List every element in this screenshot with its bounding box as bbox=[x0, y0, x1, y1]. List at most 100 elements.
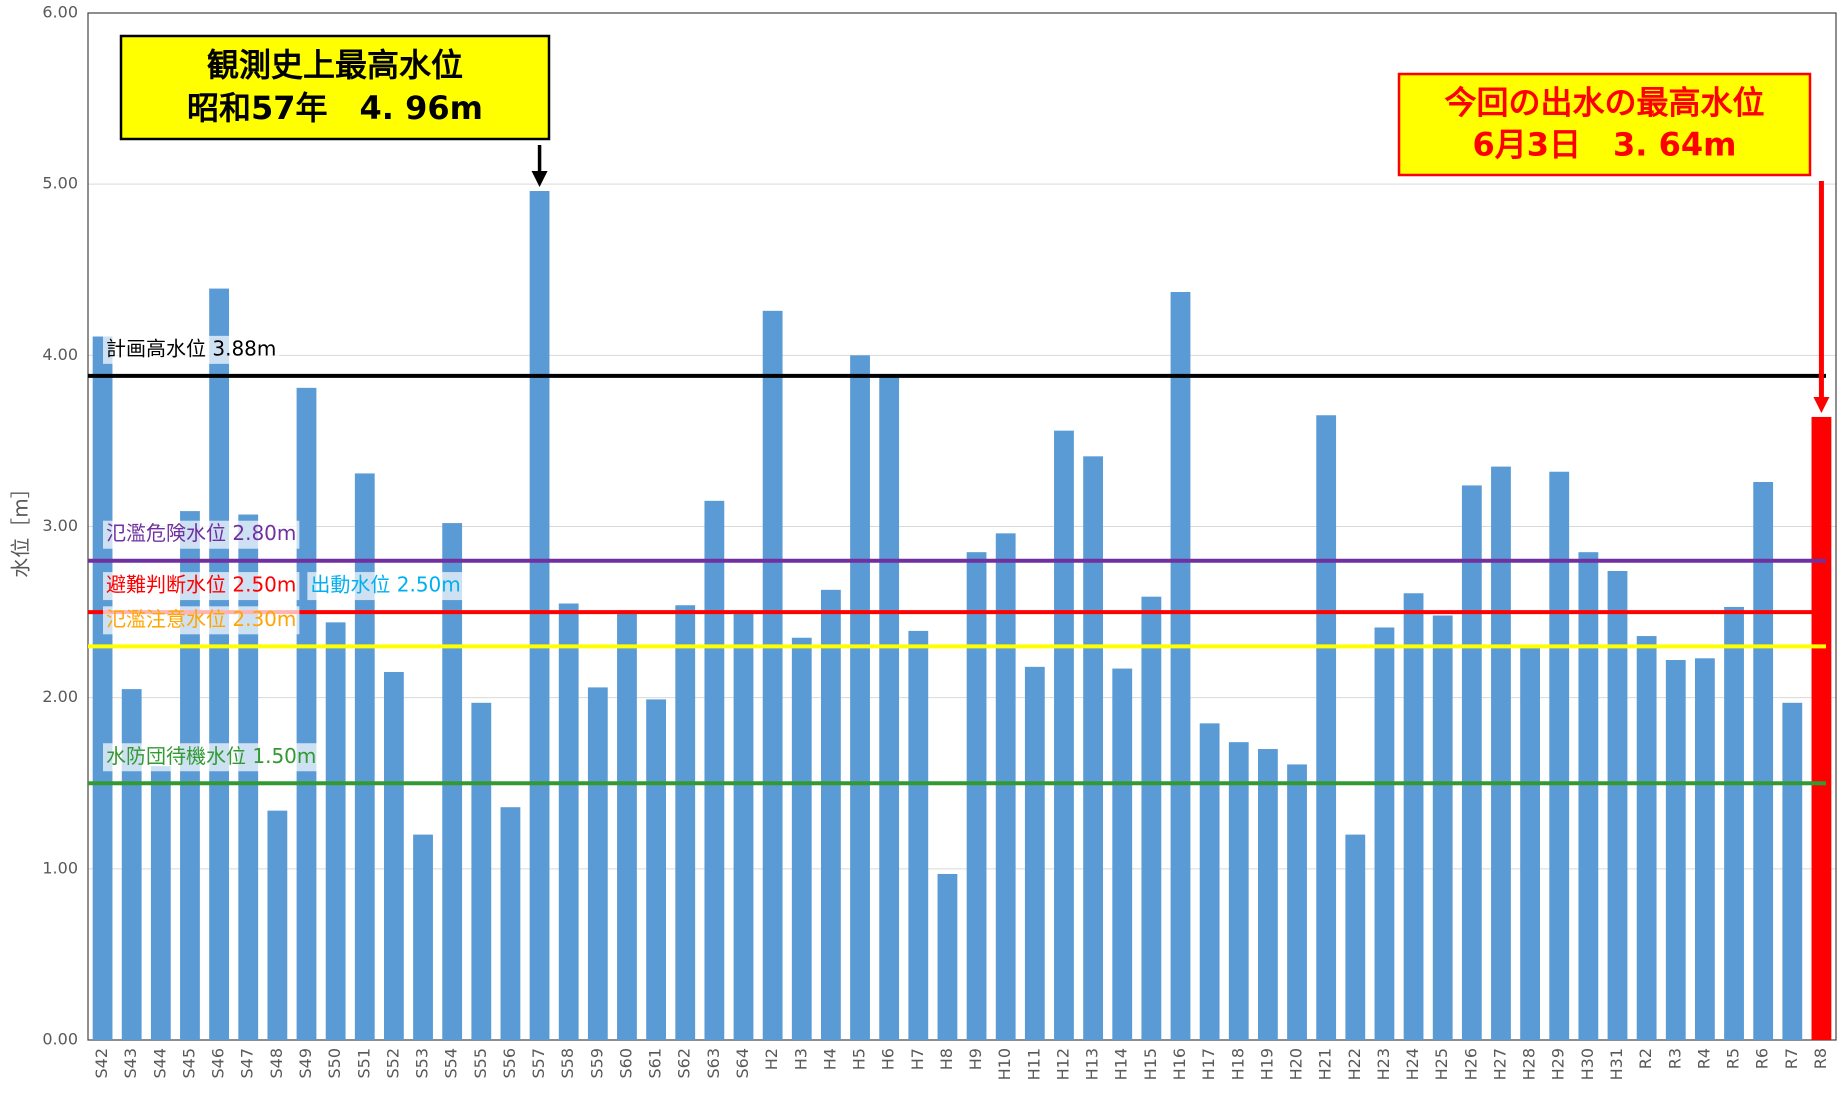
bar bbox=[675, 605, 696, 1040]
x-tick-label: H13 bbox=[1083, 1048, 1102, 1080]
label-bg bbox=[103, 572, 300, 601]
bar bbox=[1316, 415, 1337, 1040]
bar bbox=[587, 687, 608, 1040]
bar bbox=[180, 511, 200, 1041]
bar bbox=[1024, 666, 1045, 1040]
bar bbox=[1257, 749, 1278, 1040]
x-tick-label: H25 bbox=[1432, 1048, 1451, 1080]
bar bbox=[1461, 485, 1482, 1040]
label-bg bbox=[103, 520, 300, 549]
reference-label-text: 計画高水位 3.88m bbox=[106, 336, 276, 360]
x-tick-label: R5 bbox=[1724, 1048, 1743, 1069]
bar bbox=[1520, 648, 1541, 1040]
x-tick-label: H24 bbox=[1403, 1048, 1422, 1080]
x-tick-label: S42 bbox=[92, 1048, 111, 1079]
x-tick-label: H20 bbox=[1287, 1048, 1306, 1080]
reference-label-text: 避難判断水位 2.50m bbox=[106, 573, 296, 597]
reference-label: 出動水位 2.50m bbox=[307, 572, 464, 601]
x-tick-label: H10 bbox=[995, 1048, 1014, 1080]
bar bbox=[937, 873, 958, 1040]
x-tick-label: H26 bbox=[1461, 1048, 1480, 1080]
bar bbox=[1403, 593, 1424, 1040]
label-bg bbox=[103, 335, 280, 364]
x-tick-label: H11 bbox=[1024, 1048, 1043, 1080]
bar bbox=[733, 610, 754, 1040]
bar bbox=[413, 834, 433, 1040]
bar bbox=[1724, 606, 1744, 1040]
bar bbox=[1141, 596, 1162, 1040]
annotation-text: 観測史上最高水位 bbox=[207, 46, 463, 84]
x-tick-label: H14 bbox=[1112, 1048, 1131, 1080]
reference-label-text: 出動水位 2.50m bbox=[310, 573, 460, 597]
y-tick-label: 1.00 bbox=[42, 858, 78, 877]
x-tick-label: S64 bbox=[733, 1048, 752, 1079]
bar bbox=[1665, 660, 1686, 1040]
reference-label-text: 氾濫危険水位 2.80m bbox=[106, 521, 296, 545]
x-tick-label: H16 bbox=[1170, 1048, 1189, 1080]
y-tick-label: 6.00 bbox=[42, 3, 78, 22]
y-tick-label: 2.00 bbox=[42, 687, 78, 706]
x-tick-label: R2 bbox=[1636, 1048, 1655, 1069]
bar bbox=[325, 622, 346, 1040]
bar bbox=[646, 699, 667, 1040]
x-tick-label: R4 bbox=[1694, 1048, 1713, 1069]
annotation-text: 昭和57年 4. 96m bbox=[187, 89, 483, 127]
bar bbox=[1199, 723, 1220, 1040]
bar bbox=[1694, 658, 1715, 1040]
x-tick-label: H5 bbox=[850, 1048, 869, 1070]
x-tick-label: S43 bbox=[121, 1048, 140, 1079]
x-tick-label: H18 bbox=[1228, 1048, 1247, 1080]
x-tick-label: S61 bbox=[646, 1048, 665, 1079]
bar bbox=[1287, 764, 1307, 1040]
bar bbox=[1753, 481, 1774, 1040]
x-tick-label: S50 bbox=[325, 1048, 344, 1079]
annotation-text: 今回の出水の最高水位 bbox=[1444, 83, 1764, 121]
x-tick-label: S54 bbox=[442, 1048, 461, 1079]
x-tick-label: S49 bbox=[296, 1048, 315, 1079]
bar bbox=[150, 766, 171, 1040]
x-tick-label: H6 bbox=[879, 1048, 898, 1070]
bar bbox=[1782, 702, 1803, 1040]
x-tick-label: H2 bbox=[762, 1048, 781, 1070]
reference-label: 計画高水位 3.88m bbox=[103, 335, 280, 364]
bar bbox=[704, 500, 725, 1040]
y-axis-label: 水位［m］ bbox=[9, 478, 33, 577]
x-tick-label: H27 bbox=[1490, 1048, 1509, 1080]
bar bbox=[1054, 430, 1074, 1040]
label-bg bbox=[103, 606, 300, 635]
x-tick-label: R7 bbox=[1782, 1048, 1801, 1069]
bar bbox=[617, 610, 637, 1040]
x-tick-label: R3 bbox=[1665, 1048, 1684, 1069]
x-tick-label: H12 bbox=[1053, 1048, 1072, 1080]
x-tick-label: H4 bbox=[820, 1048, 839, 1070]
x-tick-label: H8 bbox=[937, 1048, 956, 1070]
bar bbox=[1170, 292, 1191, 1040]
x-tick-label: H31 bbox=[1607, 1048, 1626, 1080]
bar bbox=[1112, 668, 1133, 1040]
y-tick-label: 0.00 bbox=[42, 1030, 78, 1049]
bar bbox=[1491, 466, 1511, 1040]
x-tick-label: S46 bbox=[209, 1048, 228, 1079]
x-tick-label: H17 bbox=[1199, 1048, 1218, 1080]
x-tick-label: H9 bbox=[966, 1048, 985, 1070]
x-tick-label: H21 bbox=[1316, 1048, 1335, 1080]
x-tick-label: H7 bbox=[908, 1048, 927, 1070]
y-tick-label: 4.00 bbox=[42, 345, 78, 364]
bar bbox=[121, 689, 142, 1040]
annotation-text: 6月3日 3. 64m bbox=[1473, 126, 1737, 164]
annotation-arrowhead bbox=[1813, 396, 1830, 413]
x-tick-label: H3 bbox=[791, 1048, 810, 1070]
x-tick-label: S55 bbox=[471, 1048, 490, 1079]
x-tick-label: S44 bbox=[150, 1048, 169, 1079]
bar bbox=[92, 336, 113, 1040]
bar bbox=[879, 375, 900, 1041]
x-tick-label: H23 bbox=[1374, 1048, 1393, 1080]
bar bbox=[354, 473, 375, 1040]
bar bbox=[209, 288, 230, 1040]
x-tick-label: S62 bbox=[675, 1048, 694, 1079]
bar bbox=[1578, 552, 1599, 1040]
x-tick-label: S58 bbox=[558, 1048, 577, 1079]
reference-label-text: 氾濫注意水位 2.30m bbox=[106, 607, 296, 631]
bar bbox=[471, 702, 492, 1040]
